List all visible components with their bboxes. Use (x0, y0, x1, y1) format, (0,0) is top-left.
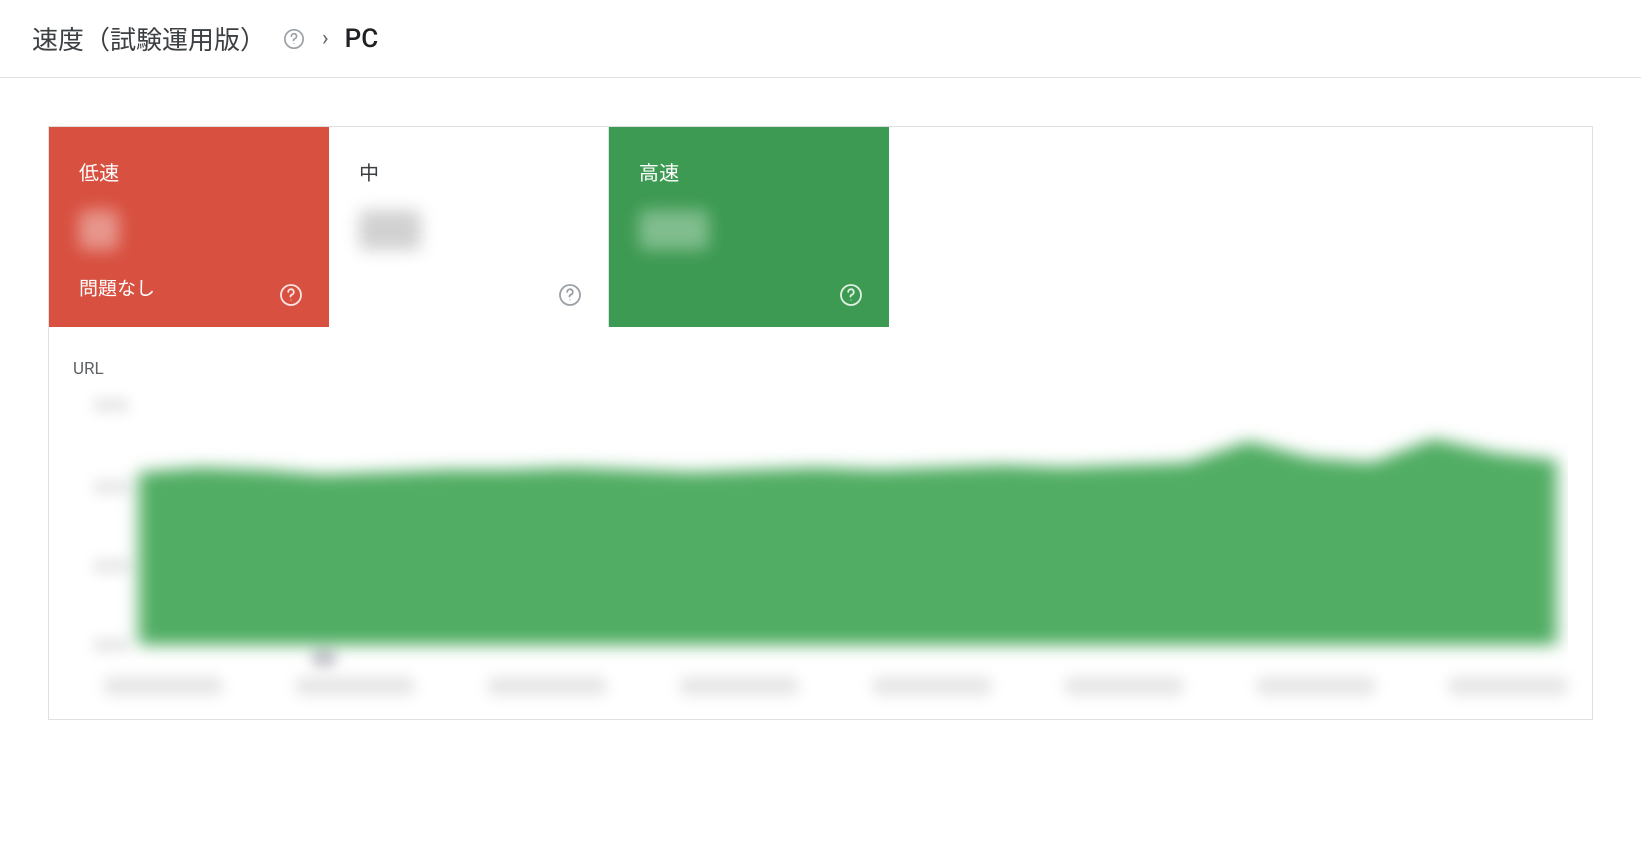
x-tick-label (1064, 677, 1184, 695)
tab-value-blurred (359, 210, 421, 250)
speed-tabs: 低速 問題なし 中 (49, 127, 1592, 327)
x-tick-label (487, 677, 607, 695)
tab-fast[interactable]: 高速 (609, 127, 889, 327)
page-header: 速度（試験運用版） › PC (0, 0, 1641, 78)
tab-value-blurred (79, 210, 119, 250)
tab-slow[interactable]: 低速 問題なし (49, 127, 329, 327)
x-tick-label (679, 677, 799, 695)
area-chart-svg (73, 395, 1568, 695)
content-area: 低速 問題なし 中 (0, 78, 1641, 720)
tab-label: 高速 (639, 157, 859, 186)
y-tick-label (93, 558, 129, 574)
tab-label: 低速 (79, 157, 299, 186)
help-icon[interactable] (282, 27, 306, 51)
chart-title: URL (73, 359, 1568, 379)
speed-panel: 低速 問題なし 中 (48, 126, 1593, 720)
x-tick-label (1448, 677, 1568, 695)
x-tick-label (872, 677, 992, 695)
help-icon[interactable] (839, 283, 863, 307)
tab-label: 中 (359, 157, 578, 186)
page-title: 速度（試験運用版） (32, 20, 266, 57)
y-tick-label (93, 479, 129, 495)
x-tick-label (295, 677, 415, 695)
help-icon[interactable] (279, 283, 303, 307)
tab-medium[interactable]: 中 (329, 127, 609, 327)
y-tick-label (93, 637, 129, 653)
tab-status: 問題なし (79, 274, 299, 301)
chart-marker (311, 649, 337, 667)
x-tick-label (1256, 677, 1376, 695)
chevron-right-icon: › (322, 26, 329, 51)
breadcrumb-current: PC (345, 24, 379, 54)
tab-value-blurred (639, 210, 709, 250)
chart-section: URL (49, 327, 1592, 719)
help-icon[interactable] (558, 283, 582, 307)
y-tick-label (93, 397, 129, 413)
x-axis-labels (103, 677, 1568, 695)
url-area-chart (73, 395, 1568, 695)
x-tick-label (103, 677, 223, 695)
